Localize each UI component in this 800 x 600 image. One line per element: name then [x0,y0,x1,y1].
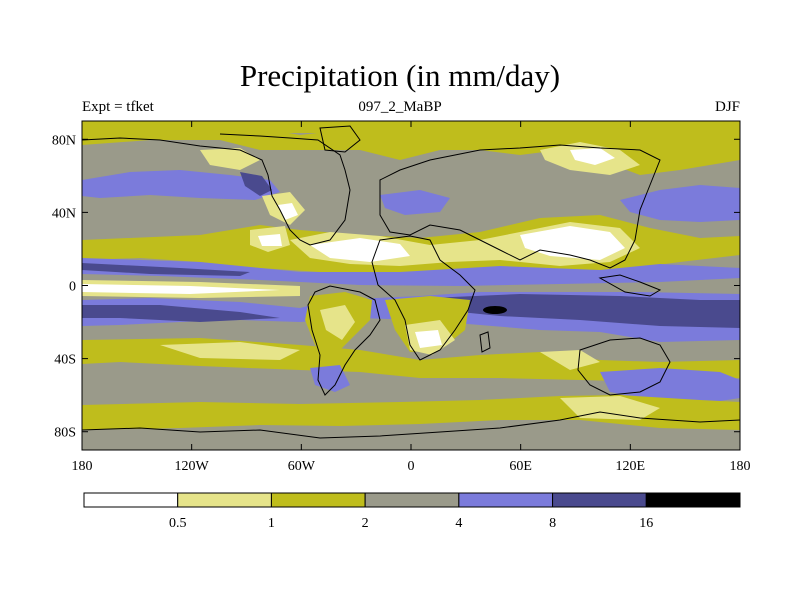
field-northern-yellow [82,128,740,175]
season-label: DJF [714,99,740,115]
field-antarctic-interior [82,432,740,450]
x-tick-label: 180 [730,459,751,474]
field-npacific-wet [82,170,280,200]
field-antarctic-light [560,396,660,420]
colorbar-level-label: 8 [549,516,556,531]
field-mexico-dry [258,234,282,246]
coast-antarctica [82,411,740,439]
y-tick-label: 80N [52,133,76,148]
field-siberia-dry [570,148,615,165]
coast-africa [371,235,476,361]
field-spacific-light [160,342,300,360]
colorbar: 0.5 1 2 4 8 16 [83,492,741,531]
field-wpacific-wet [620,185,740,222]
colorbar-swatch [364,492,460,508]
x-tick-label: 120E [616,459,646,474]
colorbar-level-label: 1 [268,516,275,531]
field-arctic-canada [200,148,260,170]
colorbar-level-label: 2 [362,516,369,531]
y-axis-ticks: 80N 40N 0 40S 80S [52,133,740,441]
field-itcz-north [82,258,740,286]
period-label: 097_2_MaBP [358,99,442,115]
x-tick-label: 180 [72,459,93,474]
colorbar-swatch [552,492,647,508]
plot-title: Precipitation (in mm/day) [239,58,561,93]
field-samerica-light [320,305,355,340]
y-tick-label: 40N [52,206,76,221]
colorbar-level-label: 4 [455,516,462,531]
field-africa-dry [415,330,442,348]
coast-madagascar [479,331,491,353]
colorbar-swatch [177,492,272,508]
coast-australia [577,337,671,396]
field-sahara-dry [310,238,410,262]
colorbar-swatch [83,492,179,508]
field-tasman-wet [600,368,740,404]
colorbar-swatch [645,492,741,508]
x-tick-label: 60W [288,459,316,474]
field-namerica-dry [278,203,298,220]
colorbar-swatch [270,492,366,508]
coast-north-america [82,133,351,246]
coastlines [82,125,740,439]
field-indian-ocean-core [430,294,740,328]
colorbar-level-label: 16 [639,516,653,531]
x-tick-label: 0 [408,459,415,474]
coast-indonesia [598,274,662,297]
coast-eurasia [379,144,661,269]
colorbar-level-label: 0.5 [169,516,187,531]
coast-south-america [307,285,381,396]
colorbar-swatch [458,492,554,508]
field-eq-pacific-dry [82,284,280,294]
y-tick-label: 40S [54,353,76,368]
precipitation-map [82,121,740,450]
experiment-label: Expt = tfket [82,99,154,115]
x-tick-label: 60E [509,459,532,474]
field-itcz-north-core [82,263,250,276]
field-europe-wet [380,190,450,215]
y-tick-label: 80S [54,426,76,441]
x-tick-label: 120W [175,459,210,474]
field-npacific-wetter [240,172,272,196]
field-australia-light [540,350,600,370]
field-max-precip [483,306,507,314]
y-tick-label: 0 [69,280,76,295]
coast-greenland [319,125,361,153]
x-axis-ticks: 180 120W 60W 0 60E 120E 180 [72,121,751,474]
field-spcz-core [82,305,280,322]
